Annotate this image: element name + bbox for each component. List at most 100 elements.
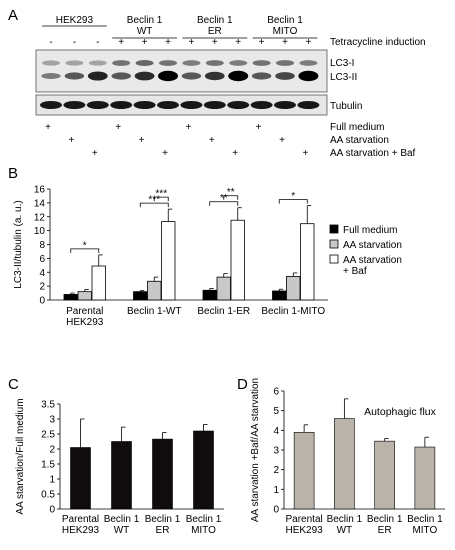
condition-plus: + xyxy=(256,122,262,133)
condition-plus: + xyxy=(139,135,145,146)
condition-label: Full medium xyxy=(330,122,384,133)
x-tick-label: Beclin 1 MITO xyxy=(186,514,222,536)
y-tick-label: 1 xyxy=(273,485,279,496)
x-tick-label: Parental HEK293 xyxy=(286,514,324,536)
y-tick-label: 0 xyxy=(39,296,45,307)
tetracycline-sign: + xyxy=(305,37,311,48)
lc3-i-band xyxy=(252,60,271,66)
tubulin-band xyxy=(180,101,203,109)
panel-letter-d: D xyxy=(237,376,248,393)
bar xyxy=(152,438,173,510)
tubulin-band xyxy=(86,101,109,109)
significance-bracket xyxy=(70,248,100,253)
x-tick-label: Parental HEK293 xyxy=(66,306,104,328)
lc3-ii-band xyxy=(158,70,178,82)
bar xyxy=(91,265,106,301)
condition-plus: + xyxy=(302,148,308,159)
x-tick-label: Beclin 1 WT xyxy=(327,514,363,536)
bar xyxy=(147,280,162,301)
lc3-ii-band xyxy=(134,71,155,81)
lc3-ii-band xyxy=(64,72,85,80)
panel-b-chart: B 0 2 4 6 8 10 12 14 16 LC3-II/tubulin (a. u.) Pare… xyxy=(8,165,402,328)
group-header: HEK293 xyxy=(56,15,94,26)
lc3-blot xyxy=(35,49,328,93)
y-tick-label: 2 xyxy=(273,465,279,476)
panel-letter-b: B xyxy=(8,165,18,182)
group-header: Beclin 1 ER xyxy=(197,15,233,37)
tubulin-band xyxy=(110,101,133,109)
lc3-i-band xyxy=(299,60,318,66)
panel-letter-a: A xyxy=(8,7,18,24)
tubulin-band xyxy=(157,101,179,109)
panel-a-western-blot: A HEK293 Beclin 1 WT Beclin 1 ER Beclin 1 MITO -… xyxy=(8,7,426,159)
tetracycline-sign: + xyxy=(259,37,265,48)
lc3-i-band xyxy=(42,60,60,66)
lc3-ii-band xyxy=(228,70,249,82)
tubulin-band xyxy=(203,101,226,109)
y-tick-label: 12 xyxy=(34,212,46,223)
significance-bracket xyxy=(223,195,239,200)
lc3-ii-band xyxy=(275,72,295,80)
lc3-ii-band xyxy=(204,71,225,81)
y-tick-label: 3 xyxy=(273,446,279,457)
bar xyxy=(63,294,78,301)
bar xyxy=(414,446,436,510)
lc3-ii-band xyxy=(298,70,319,82)
legend-label: AA starvation + Baf xyxy=(343,255,402,277)
chart-title: Autophagic flux xyxy=(364,406,437,418)
condition-label: AA starvation xyxy=(330,135,389,146)
y-tick-label: 2 xyxy=(39,282,45,293)
condition-label: AA starvation + Baf xyxy=(330,148,416,159)
legend-swatch xyxy=(329,254,339,264)
bar xyxy=(293,431,315,510)
tubulin-band xyxy=(40,101,62,109)
lc3-i-band xyxy=(182,60,201,66)
y-tick-label: 6 xyxy=(39,254,45,265)
x-tick-label: Beclin 1-MITO xyxy=(261,306,325,317)
y-tick-label: 16 xyxy=(34,185,46,196)
panel-letter-c: C xyxy=(8,376,19,393)
tetracycline-sign: + xyxy=(118,37,124,48)
lc3-ii-band xyxy=(251,72,272,80)
legend-swatch xyxy=(329,224,339,234)
y-tick-label: 14 xyxy=(34,198,46,209)
tubulin-band xyxy=(274,101,296,109)
y-tick-label: 4 xyxy=(273,426,279,437)
y-tick-label: 5 xyxy=(273,406,279,417)
tetracycline-sign: - xyxy=(73,37,76,48)
legend-swatch xyxy=(329,239,339,249)
tetracycline-sign: + xyxy=(165,37,171,48)
lc3-i-band xyxy=(276,60,294,66)
bar xyxy=(202,289,217,301)
y-tick-label: 0 xyxy=(49,505,55,516)
tetracycline-sign: - xyxy=(96,37,99,48)
y-tick-label: 1.5 xyxy=(41,460,55,471)
x-tick-label: Beclin 1 WT xyxy=(104,514,140,536)
panel-c-chart: C 0 0.5 1 1.5 2 2.5 3 3.5 AA starvation/Full medi… xyxy=(8,376,224,536)
lc3-i-band xyxy=(159,60,177,66)
tetracycline-sign: + xyxy=(212,37,218,48)
y-tick-label: 4 xyxy=(39,268,45,279)
bar xyxy=(161,221,176,301)
y-axis-label: AA starvation +Baf/AA starvation xyxy=(250,378,261,522)
x-tick-label: Beclin 1 ER xyxy=(145,514,181,536)
group-header: Beclin 1 MITO xyxy=(267,15,303,37)
tubulin-label: Tubulin xyxy=(330,101,362,112)
y-tick-label: 8 xyxy=(39,240,45,251)
condition-plus: + xyxy=(45,122,51,133)
significance-bracket xyxy=(209,201,239,206)
x-tick-label: Parental HEK293 xyxy=(62,514,100,536)
lc3-i-label: LC3-I xyxy=(330,58,354,69)
condition-plus: + xyxy=(92,148,98,159)
group-header: Beclin 1 WT xyxy=(127,15,163,37)
y-tick-label: 0 xyxy=(273,505,279,516)
tetracycline-label: Tetracycline induction xyxy=(330,37,426,48)
significance-label: ** xyxy=(227,187,235,198)
bar xyxy=(111,441,132,510)
lc3-i-band xyxy=(205,60,224,66)
tetracycline-sign: + xyxy=(282,37,288,48)
bar xyxy=(300,223,315,301)
significance-bracket xyxy=(153,196,169,202)
y-tick-label: 2.5 xyxy=(41,430,55,441)
